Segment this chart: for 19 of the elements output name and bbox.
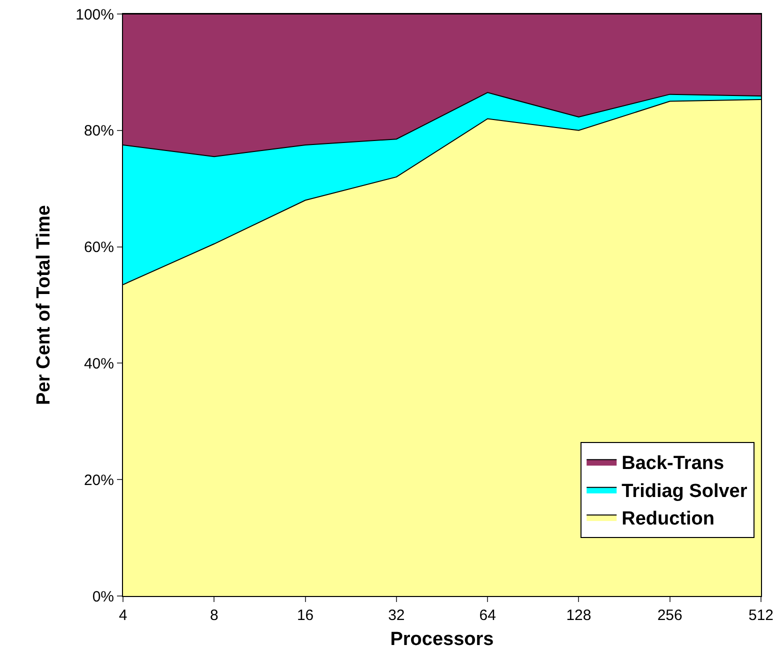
y-tick-label: 40% <box>84 355 114 372</box>
x-tick-label: 8 <box>210 607 218 624</box>
x-tick-label: 4 <box>118 607 128 624</box>
y-tick-label: 20% <box>84 472 114 489</box>
x-tick-label: 16 <box>296 607 314 624</box>
x-axis-title: Processors <box>390 628 494 650</box>
y-tick-label: 0% <box>92 588 114 606</box>
legend-label: Reduction <box>622 508 715 530</box>
x-tick-label: 256 <box>657 607 682 624</box>
y-tick-label: 60% <box>84 239 114 256</box>
y-tick-label: 100% <box>76 6 114 24</box>
x-tick-label: 64 <box>479 607 496 624</box>
x-tick-label: 128 <box>566 607 592 624</box>
y-axis-title: Per Cent of Total Time <box>33 205 54 405</box>
legend-label: Back-Trans <box>622 453 724 474</box>
legend-label: Tridiag Solver <box>622 480 748 502</box>
x-tick-label: 32 <box>388 607 405 624</box>
x-tick-label: 512 <box>748 607 774 624</box>
y-tick-label: 80% <box>84 122 114 140</box>
